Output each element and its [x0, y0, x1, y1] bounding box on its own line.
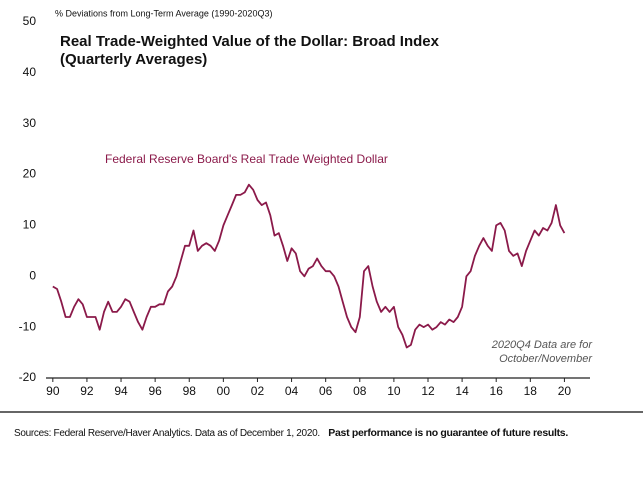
- source: Sources: Federal Reserve/Haver Analytics…: [14, 424, 568, 441]
- y-tick-label: -20: [19, 370, 37, 384]
- y-tick-label: 0: [29, 268, 36, 282]
- x-tick-label: 96: [148, 384, 162, 398]
- chart-title: Real Trade-Weighted Value of the Dollar:…: [60, 33, 440, 50]
- y-tick-label: 40: [23, 65, 37, 79]
- annotation: 2020Q4 Data are for: [491, 339, 594, 351]
- x-tick-label: 00: [217, 384, 231, 398]
- y-tick-label: -10: [19, 319, 37, 333]
- source-text: Sources: Federal Reserve/Haver Analytics…: [14, 428, 320, 439]
- x-tick-label: 16: [490, 384, 504, 398]
- x-tick-label: 18: [524, 384, 538, 398]
- x-tick-label: 14: [455, 384, 469, 398]
- x-tick-label: 20: [558, 384, 572, 398]
- x-tick-label: 98: [183, 384, 197, 398]
- x-tick-label: 92: [80, 384, 94, 398]
- y-tick-label: 50: [23, 14, 37, 28]
- x-tick-label: 08: [353, 384, 367, 398]
- y-tick-label: 20: [23, 167, 37, 181]
- x-tick-label: 04: [285, 384, 299, 398]
- disclaimer: Past performance is no guarantee of futu…: [328, 427, 568, 439]
- x-tick-label: 90: [46, 384, 60, 398]
- annotation: October/November: [499, 353, 593, 365]
- series-label: Federal Reserve Board's Real Trade Weigh…: [105, 152, 388, 166]
- data-line: [52, 183, 566, 349]
- chart-title: (Quarterly Averages): [60, 51, 207, 68]
- x-tick-label: 06: [319, 384, 333, 398]
- x-tick-label: 12: [421, 384, 435, 398]
- x-tick-label: 94: [114, 384, 128, 398]
- x-tick-label: 02: [251, 384, 265, 398]
- y-tick-label: 30: [23, 116, 37, 130]
- y-tick-label: 10: [23, 218, 37, 232]
- x-tick-label: 10: [387, 384, 401, 398]
- chart-subtitle: % Deviations from Long-Term Average (199…: [55, 8, 272, 18]
